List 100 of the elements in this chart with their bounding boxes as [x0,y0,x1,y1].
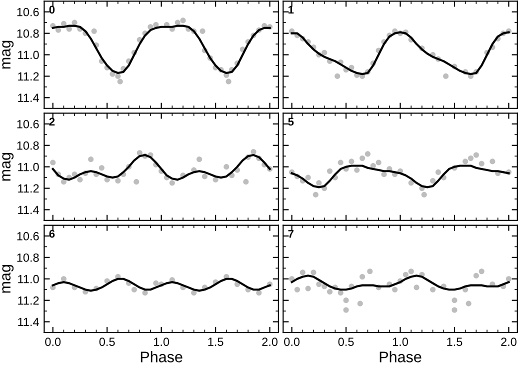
point [250,149,256,155]
point [50,160,56,166]
point [196,156,202,162]
y-tick-label: 11.0 [18,162,39,172]
chart-title: 1 [288,6,294,14]
x-axis-title: Phase [380,351,422,362]
point [131,286,137,292]
y-tick-label: 11.4 [18,318,39,326]
point [142,290,148,296]
point [191,290,197,296]
point [430,178,436,184]
point [367,268,373,274]
point [473,152,479,158]
point [180,18,186,24]
y-tick-label: 10.6 [17,8,39,16]
y-axis-title: mag [2,265,14,293]
point [452,298,458,304]
point [56,27,62,33]
y-tick-label: 10.8 [17,141,39,150]
point [310,270,316,276]
point [91,28,97,34]
point [364,151,371,157]
point [462,158,468,164]
point [169,180,175,186]
point [136,150,142,156]
point [104,176,110,182]
point [134,179,140,185]
point [381,172,387,178]
x-tick-label: 1.5 [208,338,224,346]
y-axis-title: mag [2,40,14,69]
y-tick-label: 11.2 [18,184,39,193]
point [468,155,474,162]
point [312,192,318,198]
chart-title: 0 [49,6,55,14]
point [305,286,311,292]
point [435,169,442,175]
y-tick-label: 10.6 [17,120,39,128]
x-tick-label: 2.0 [262,338,278,346]
point [343,307,349,313]
y-tick-label: 11.4 [18,94,39,102]
point [443,73,449,79]
point [224,164,230,170]
x-tick-label: 0.0 [45,338,61,346]
point [316,281,322,288]
point [430,286,436,292]
y-tick-label: 11.0 [18,274,39,284]
point [357,300,363,306]
point [473,272,479,278]
point [478,268,484,274]
y-tick-label: 11.2 [18,296,39,305]
point [478,160,484,166]
point [370,162,376,169]
point [421,192,427,198]
point [202,174,208,180]
point [462,286,468,292]
point [200,28,206,34]
point [343,298,349,304]
point [305,174,311,180]
y-tick-label: 11.0 [18,50,39,60]
chart-title: 5 [288,118,294,126]
chart-title: 6 [49,230,55,238]
point [115,73,121,79]
point [414,284,420,290]
point [174,20,180,26]
point [327,168,333,174]
point [354,167,360,173]
point [408,268,414,274]
point [294,286,300,292]
point [376,160,382,166]
point [392,286,398,292]
y-tick-label: 11.2 [18,72,39,80]
x-tick-label: 0.5 [338,338,354,346]
point [98,165,104,171]
point [88,156,94,162]
point [334,73,340,79]
point [60,179,66,185]
point [338,160,344,166]
point [77,176,83,182]
point [212,176,218,182]
x-tick-label: 0.5 [99,338,115,346]
x-tick-label: 1.5 [447,338,462,346]
point [72,20,78,26]
point [316,180,322,186]
point [153,280,159,286]
x-axis-title: Phase [140,351,182,362]
point [466,300,472,306]
point [60,20,66,26]
y-tick-label: 10.8 [17,253,39,262]
point [117,78,123,84]
chart-title: 2 [49,118,55,126]
x-tick-label: 1.0 [154,338,170,346]
chart-title: 7 [288,230,294,238]
x-tick-label: 0.0 [284,338,300,346]
point [243,179,249,185]
point [408,180,414,186]
point [322,50,328,56]
point [115,178,121,184]
point [338,290,344,296]
y-tick-label: 10.6 [17,232,39,240]
x-tick-label: 1.0 [392,338,408,346]
